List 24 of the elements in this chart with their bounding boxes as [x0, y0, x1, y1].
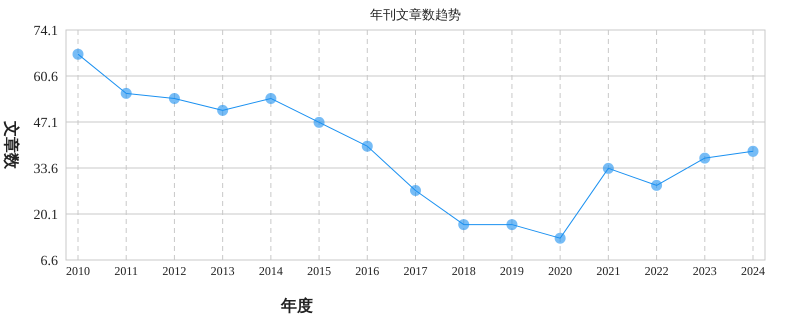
ytick: 47.1 [34, 116, 58, 131]
xtick: 2017 [404, 264, 428, 278]
xtick: 2014 [258, 264, 283, 278]
xtick: 2013 [210, 264, 235, 278]
ylabel: 文章数 [2, 121, 19, 169]
xlabel: 年度 [281, 298, 313, 315]
xtick: 2011 [114, 264, 138, 278]
ytick: 6.6 [40, 254, 58, 269]
xtick: 2012 [162, 264, 186, 278]
xtick: 2021 [596, 264, 620, 278]
ytick: 60.6 [34, 70, 58, 85]
xtick: 2022 [644, 264, 669, 278]
xtick: 2010 [66, 264, 90, 278]
ytick: 33.6 [34, 162, 58, 177]
xtick: 2015 [307, 264, 332, 278]
xtick: 2023 [692, 264, 717, 278]
ytick: 20.1 [34, 208, 58, 223]
xtick: 2024 [741, 264, 765, 278]
xtick: 2016 [355, 264, 380, 278]
xtick: 2019 [500, 264, 524, 278]
title: 年刊文章数趋势 [370, 7, 461, 22]
xtick: 2018 [452, 264, 476, 278]
xtick: 2020 [548, 264, 572, 278]
ytick: 74.1 [34, 24, 58, 39]
